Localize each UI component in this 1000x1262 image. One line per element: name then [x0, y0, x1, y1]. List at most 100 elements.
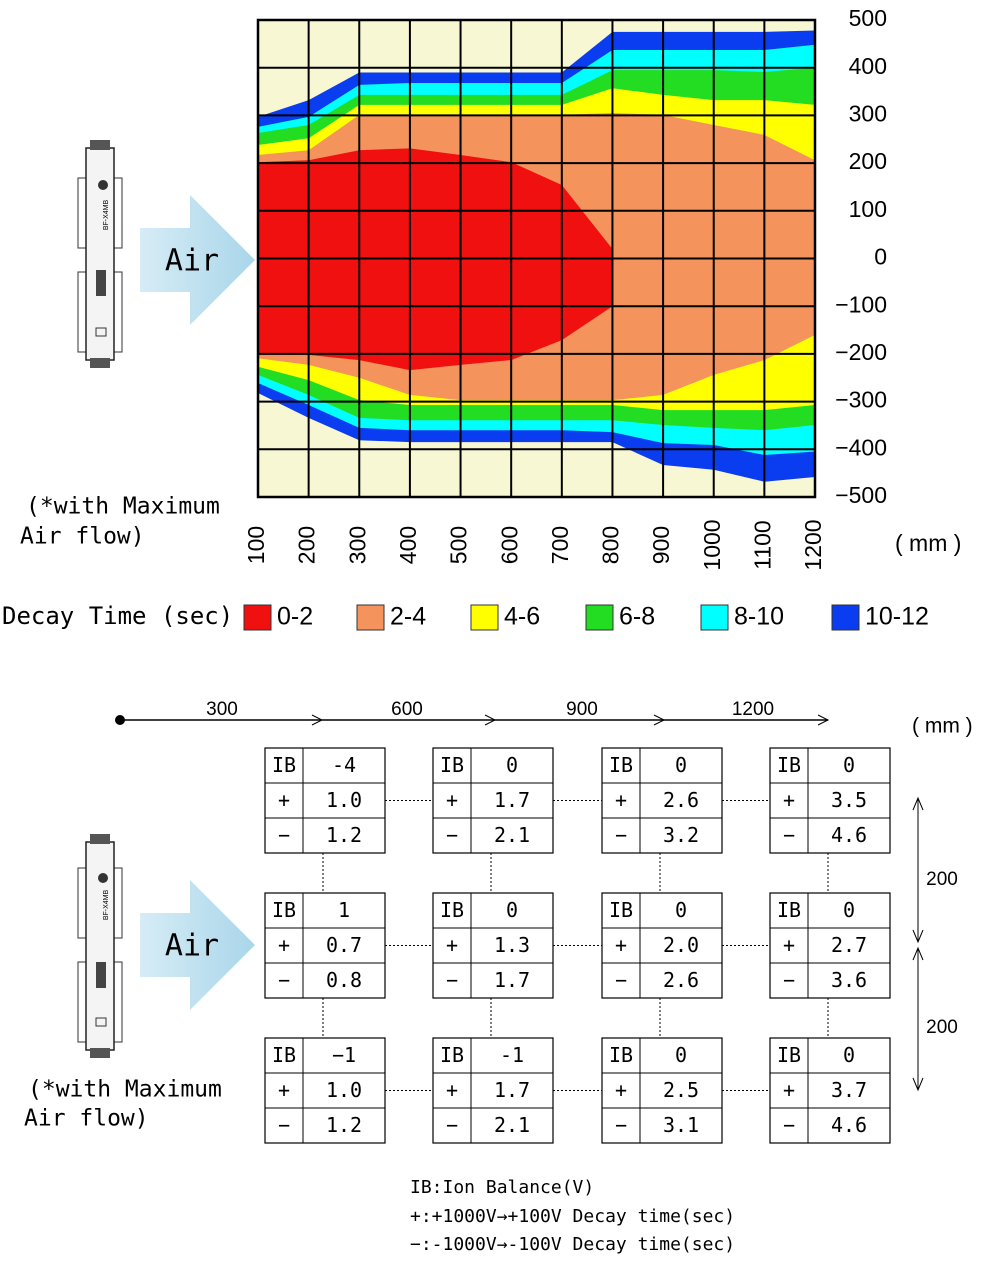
- note-line: (*with Maximum: [28, 1077, 222, 1103]
- y-tick-label: −200: [835, 339, 887, 365]
- y-tick-label: 300: [849, 100, 887, 126]
- x-tick-label: 1200: [800, 519, 826, 570]
- row-label: IB: [440, 753, 464, 777]
- cell-value: 3.1: [663, 1113, 699, 1137]
- row-label: +: [278, 788, 290, 812]
- table-frame: [432, 892, 554, 999]
- x-tick-label: 900: [648, 526, 674, 564]
- y-tick-label: 200: [849, 148, 887, 174]
- y-tick-label: 400: [849, 53, 887, 79]
- device-label: BF-X4MB: [103, 890, 110, 921]
- spacing-label: 200: [926, 869, 958, 890]
- legend-label: 6-8: [619, 603, 655, 631]
- legend-note: −:-1000V→-100V Decay time(sec): [410, 1234, 735, 1255]
- x-tick-label: 700: [547, 526, 573, 564]
- y-tick-label: −500: [835, 482, 887, 508]
- row-label: IB: [272, 1043, 296, 1067]
- row-label: +: [446, 788, 458, 812]
- cell-value: 0.8: [326, 968, 362, 992]
- x-tick-label: 300: [344, 526, 370, 564]
- legend-swatch: [356, 604, 385, 631]
- cell-value: 0: [843, 898, 855, 922]
- cell-value: -1: [500, 1043, 524, 1067]
- row-label: IB: [609, 1043, 633, 1067]
- row-label: −: [446, 1113, 458, 1137]
- row-label: IB: [440, 1043, 464, 1067]
- table-frame: [601, 892, 723, 999]
- distance-label: 300: [206, 699, 238, 720]
- spacing-label: 200: [926, 1017, 958, 1038]
- row-label: −: [783, 1113, 795, 1137]
- legend-title: Decay Time (sec): [2, 602, 233, 630]
- row-label: +: [615, 788, 627, 812]
- row-label: −: [615, 968, 627, 992]
- cell-value: 4.6: [831, 1113, 867, 1137]
- legend-label: 8-10: [734, 603, 784, 631]
- cell-value: 3.6: [831, 968, 867, 992]
- legend-note: +:+1000V→+100V Decay time(sec): [410, 1206, 735, 1227]
- table-frame: [769, 1037, 891, 1144]
- row-label: +: [446, 1078, 458, 1102]
- plot: [256, 18, 817, 499]
- legend-swatch: [470, 604, 499, 631]
- legend-swatch: [700, 604, 729, 631]
- device: BF-X4MB: [77, 834, 123, 1058]
- x-tick-label: 800: [598, 526, 624, 564]
- x-tick-label: 1000: [699, 519, 725, 570]
- table-frame: [432, 1037, 554, 1144]
- row-label: +: [783, 1078, 795, 1102]
- row-label: −: [446, 823, 458, 847]
- cell-value: 2.1: [494, 823, 530, 847]
- legend-swatch: [243, 604, 272, 631]
- y-tick-label: −300: [835, 387, 887, 413]
- cell-value: 4.6: [831, 823, 867, 847]
- note-line: Air flow): [20, 524, 145, 550]
- device-label: BF-X4MB: [103, 200, 110, 231]
- y-tick-label: −100: [835, 291, 887, 317]
- row-label: −: [278, 1113, 290, 1137]
- row-label: +: [783, 788, 795, 812]
- cell-value: 1.7: [494, 788, 530, 812]
- legend-label: 10-12: [865, 603, 929, 631]
- row-label: −: [278, 968, 290, 992]
- cell-value: 0: [843, 753, 855, 777]
- cell-value: 2.0: [663, 933, 699, 957]
- x-tick-label: 1100: [749, 520, 775, 569]
- distance-axis: [115, 714, 830, 726]
- row-label: −: [278, 823, 290, 847]
- cell-value: 1.3: [494, 933, 530, 957]
- cell-value: 1.7: [494, 968, 530, 992]
- row-label: IB: [609, 753, 633, 777]
- cell-value: 2.5: [663, 1078, 699, 1102]
- legend-label: 0-2: [277, 603, 313, 631]
- plot-frame: [256, 18, 817, 499]
- row-label: −: [783, 823, 795, 847]
- x-tick-label: 200: [294, 526, 320, 564]
- legend-label: 2-4: [390, 603, 426, 631]
- cell-value: 1: [338, 898, 350, 922]
- table-frame: [769, 892, 891, 999]
- x-axis-label: ( mm ): [895, 530, 961, 556]
- cell-value: 3.2: [663, 823, 699, 847]
- row-label: IB: [440, 898, 464, 922]
- row-label: IB: [272, 753, 296, 777]
- air-arrow: [140, 195, 255, 325]
- cell-value: 2.7: [831, 933, 867, 957]
- distance-label: 1200: [732, 699, 774, 720]
- row-label: −: [615, 1113, 627, 1137]
- x-tick-label: 400: [395, 526, 421, 564]
- row-label: IB: [777, 753, 801, 777]
- cell-value: 0.7: [326, 933, 362, 957]
- y-tick-label: −400: [835, 434, 887, 460]
- row-label: IB: [609, 898, 633, 922]
- x-tick-label: 500: [446, 526, 472, 564]
- cell-value: -4: [332, 753, 356, 777]
- cell-value: 2.6: [663, 968, 699, 992]
- row-label: +: [783, 933, 795, 957]
- cell-value: 2.6: [663, 788, 699, 812]
- table-frame: [264, 747, 386, 854]
- row-label: IB: [272, 898, 296, 922]
- legend: 0-2 2-4 4-6 6-8 8-10 10-12: [243, 603, 929, 631]
- x-tick-label: 100: [243, 526, 269, 564]
- cell-value: 0: [675, 1043, 687, 1067]
